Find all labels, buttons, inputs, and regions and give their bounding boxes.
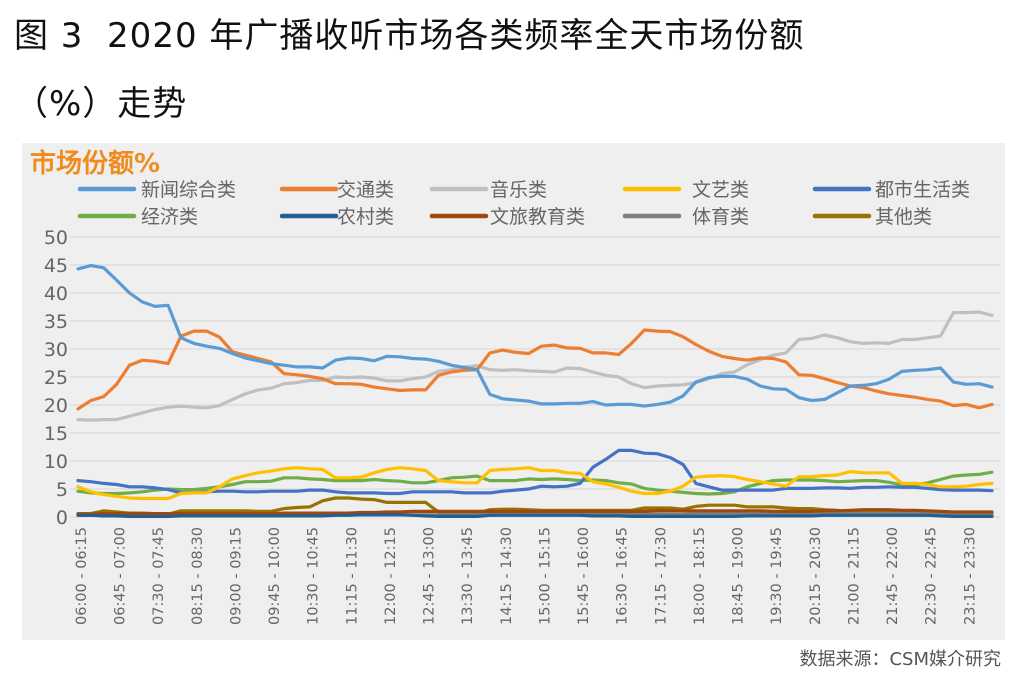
- x-tick-label: 09:45 - 10:00: [267, 527, 283, 625]
- series-line-4: [76, 448, 994, 496]
- x-tick-label: 06:00 - 06:15: [74, 527, 90, 625]
- legend-label: 经济类: [141, 206, 198, 228]
- y-tick-label: 40: [44, 283, 68, 305]
- y-tick-label: 15: [44, 423, 68, 445]
- x-tick-label: 13:30 - 13:45: [460, 527, 476, 625]
- legend-label: 音乐类: [490, 179, 547, 201]
- x-axis-ticks: 06:00 - 06:15 06:45 - 07:00 07:30 - 07:45 0…: [74, 527, 978, 625]
- y-tick-label: 50: [44, 227, 68, 249]
- y-tick-label: 10: [44, 451, 68, 473]
- x-tick-label: 08:15 - 08:30: [190, 527, 206, 625]
- legend-label: 农村类: [337, 206, 394, 228]
- legend-label: 交通类: [337, 179, 394, 201]
- x-tick-label: 19:30 - 19:45: [769, 527, 785, 625]
- series-line-3: [76, 466, 994, 501]
- x-tick-label: 20:15 - 20:30: [808, 527, 824, 625]
- x-tick-label: 21:00 - 21:15: [846, 527, 862, 625]
- y-tick-label: 0: [56, 507, 68, 529]
- legend-label: 新闻综合类: [141, 179, 236, 201]
- x-tick-label: 17:15 - 17:30: [653, 527, 669, 625]
- x-tick-label: 22:30 - 22:45: [924, 527, 940, 625]
- legend-label: 文旅教育类: [490, 206, 585, 228]
- x-tick-label: 10:30 - 10:45: [306, 527, 322, 625]
- y-axis-ticks: 0 5 10 15 20 25 30 35 40 45 50: [44, 227, 68, 529]
- figure-title-line1: 图 3 2020 年广播收听市场各类频率全天市场份额: [14, 16, 805, 56]
- x-tick-label: 15:45 - 16:00: [576, 527, 592, 625]
- y-tick-label: 30: [44, 339, 68, 361]
- figure-title-line2: （%）走势: [14, 84, 188, 124]
- series-line-5: [76, 470, 994, 496]
- x-tick-label: 12:45 - 13:00: [422, 527, 438, 625]
- series-line-0: [76, 264, 994, 408]
- x-tick-label: 18:00 - 18:15: [692, 527, 708, 625]
- x-tick-label: 23:15 - 23:30: [962, 527, 978, 625]
- x-tick-label: 15:00 - 15:15: [537, 527, 553, 625]
- series-line-7: [76, 508, 994, 516]
- legend-label: 都市生活类: [875, 179, 970, 201]
- legend-label: 其他类: [875, 206, 932, 228]
- y-tick-label: 25: [44, 367, 68, 389]
- series-line-6: [76, 513, 994, 519]
- x-tick-label: 16:30 - 16:45: [615, 527, 631, 625]
- x-tick-label: 06:45 - 07:00: [113, 527, 129, 625]
- data-source: 数据来源：CSM媒介研究: [799, 649, 1001, 670]
- y-tick-label: 45: [44, 255, 68, 277]
- y-tick-label: 20: [44, 395, 68, 417]
- legend-label: 体育类: [692, 206, 749, 228]
- x-tick-label: 18:45 - 19:00: [731, 527, 747, 625]
- series-line-1: [76, 328, 994, 411]
- x-tick-label: 09:00 - 09:15: [228, 527, 244, 625]
- x-tick-label: 12:00 - 12:15: [383, 527, 399, 625]
- series-lines: [76, 264, 994, 519]
- y-tick-label: 35: [44, 311, 68, 333]
- chart-title: 市场份额%: [30, 148, 160, 179]
- x-tick-label: 14:15 - 14:30: [499, 527, 515, 625]
- y-tick-label: 5: [56, 479, 68, 501]
- x-tick-label: 07:30 - 07:45: [151, 527, 167, 625]
- x-tick-label: 21:45 - 22:00: [885, 527, 901, 625]
- series-line-2: [76, 310, 994, 422]
- x-tick-label: 11:15 - 11:30: [344, 527, 360, 625]
- legend-label: 文艺类: [692, 179, 749, 201]
